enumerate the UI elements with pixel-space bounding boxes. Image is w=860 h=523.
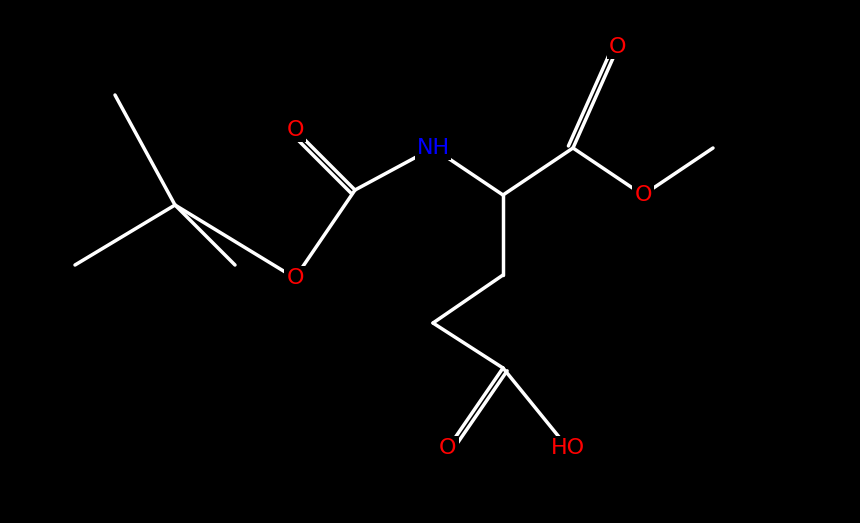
- Text: HO: HO: [551, 438, 585, 458]
- Text: NH: NH: [416, 138, 450, 158]
- Text: O: O: [286, 120, 304, 140]
- Text: O: O: [439, 438, 457, 458]
- Text: O: O: [635, 185, 652, 205]
- Text: O: O: [286, 268, 304, 288]
- Text: O: O: [609, 37, 627, 57]
